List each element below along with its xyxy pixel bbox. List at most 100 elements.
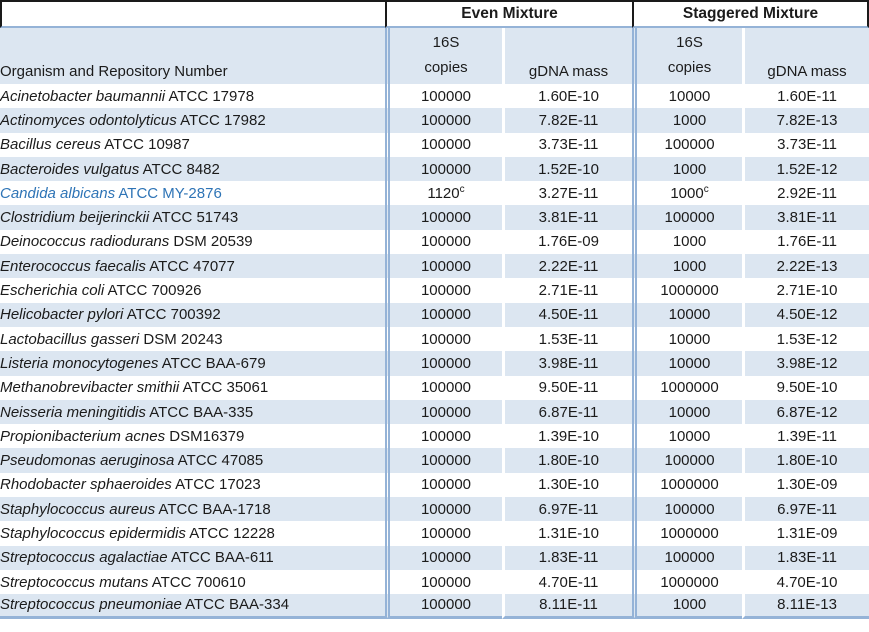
even-gdna-cell: 1.60E-10 bbox=[502, 84, 633, 109]
even-gdna-cell: 1.39E-10 bbox=[502, 424, 633, 449]
organism-repo: ATCC 17982 bbox=[176, 111, 266, 129]
even-copies-cell: 1120c bbox=[385, 181, 502, 206]
even-gdna-cell: 7.82E-11 bbox=[502, 108, 633, 133]
even-gdna-cell: 1.53E-11 bbox=[502, 326, 633, 352]
even-gdna-mass-header: gDNA mass bbox=[502, 28, 633, 84]
even-gdna-cell: 6.97E-11 bbox=[502, 497, 633, 522]
staggered-gdna-cell: 1.76E-11 bbox=[742, 229, 869, 255]
table-row: Bacteroides vulgatus ATCC 8482 100000 1.… bbox=[0, 156, 869, 182]
organism-cell: Streptococcus agalactiae ATCC BAA-611 bbox=[0, 545, 385, 570]
organism-column-header: Organism and Repository Number bbox=[0, 28, 385, 84]
staggered-gdna-cell: 6.87E-12 bbox=[742, 399, 869, 425]
staggered-gdna-cell: 7.82E-13 bbox=[742, 108, 869, 133]
even-copies-cell: 100000 bbox=[385, 375, 502, 400]
organism-repo: DSM 20243 bbox=[139, 330, 223, 348]
organism-cell: Listeria monocytogenes ATCC BAA-679 bbox=[0, 351, 385, 376]
even-gdna-cell: 4.70E-11 bbox=[502, 569, 633, 595]
organism-name: Staphylococcus epidermidis bbox=[0, 524, 186, 542]
even-copies-cell: 100000 bbox=[385, 594, 502, 619]
even-copies-cell: 100000 bbox=[385, 84, 502, 109]
staggered-copies-cell: 10000 bbox=[632, 326, 743, 352]
table-row: Enterococcus faecalis ATCC 47077 100000 … bbox=[0, 254, 869, 279]
even-copies-cell: 100000 bbox=[385, 521, 502, 546]
staggered-copies-cell: 1000 bbox=[632, 594, 743, 619]
even-copies-cell: 100000 bbox=[385, 229, 502, 255]
organism-repo: ATCC BAA-611 bbox=[167, 549, 274, 567]
table-row: Propionibacterium acnes DSM16379 100000 … bbox=[0, 424, 869, 449]
organism-repo: DSM 20539 bbox=[169, 233, 253, 251]
staggered-copies-cell: 100000 bbox=[632, 448, 743, 473]
staggered-gdna-cell: 3.73E-11 bbox=[742, 132, 869, 157]
table-row: Staphylococcus epidermidis ATCC 12228 10… bbox=[0, 521, 869, 546]
table-row: Deinococcus radiodurans DSM 20539 100000… bbox=[0, 229, 869, 255]
footnote-marker: c bbox=[459, 183, 465, 195]
table-row: Lactobacillus gasseri DSM 20243 100000 1… bbox=[0, 326, 869, 352]
even-copies-cell: 100000 bbox=[385, 254, 502, 279]
organism-name: Bacteroides vulgatus bbox=[0, 160, 140, 178]
table-row: Clostridium beijerinckii ATCC 51743 1000… bbox=[0, 205, 869, 230]
organism-repo: ATCC 700610 bbox=[148, 573, 246, 591]
staggered-gdna-cell: 3.81E-11 bbox=[742, 205, 869, 230]
organism-cell: Pseudomonas aeruginosa ATCC 47085 bbox=[0, 448, 385, 473]
even-gdna-cell: 4.50E-11 bbox=[502, 302, 633, 327]
organism-name: Methanobrevibacter smithii bbox=[0, 379, 180, 397]
staggered-copies-cell: 1000000 bbox=[632, 569, 743, 595]
even-gdna-cell: 2.22E-11 bbox=[502, 254, 633, 279]
table-row: Rhodobacter sphaeroides ATCC 17023 10000… bbox=[0, 472, 869, 498]
staggered-copies-cell: 100000 bbox=[632, 545, 743, 570]
staggered-gdna-cell: 1.30E-09 bbox=[742, 472, 869, 498]
mock-community-table: Even Mixture Staggered Mixture Organism … bbox=[0, 0, 869, 619]
even-copies-label: copies bbox=[424, 59, 468, 76]
staggered-copies-cell: 1000000 bbox=[632, 375, 743, 400]
organism-repo: ATCC 47077 bbox=[145, 257, 235, 275]
organism-repo: ATCC MY-2876 bbox=[115, 184, 222, 202]
organism-cell: Deinococcus radiodurans DSM 20539 bbox=[0, 229, 385, 255]
even-copies-cell: 100000 bbox=[385, 399, 502, 425]
even-gdna-cell: 1.31E-10 bbox=[502, 521, 633, 546]
staggered-gdna-cell: 1.31E-09 bbox=[742, 521, 869, 546]
organism-cell: Actinomyces odontolyticus ATCC 17982 bbox=[0, 108, 385, 133]
table-row: Acinetobacter baumannii ATCC 17978 10000… bbox=[0, 84, 869, 109]
organism-cell: Bacteroides vulgatus ATCC 8482 bbox=[0, 156, 385, 182]
staggered-16s-label: 16S bbox=[676, 34, 703, 51]
table-row: Neisseria meningitidis ATCC BAA-335 1000… bbox=[0, 399, 869, 425]
table-row: Methanobrevibacter smithii ATCC 35061 10… bbox=[0, 375, 869, 400]
organism-name: Clostridium beijerinckii bbox=[0, 209, 150, 227]
organism-repo: DSM16379 bbox=[165, 427, 245, 445]
group-header-row: Even Mixture Staggered Mixture bbox=[0, 0, 869, 28]
staggered-gdna-cell: 8.11E-13 bbox=[742, 594, 869, 619]
staggered-gdna-mass-header: gDNA mass bbox=[742, 28, 869, 84]
organism-cell: Streptococcus pneumoniae ATCC BAA-334 bbox=[0, 594, 385, 619]
staggered-gdna-cell: 4.50E-12 bbox=[742, 302, 869, 327]
organism-name: Deinococcus radiodurans bbox=[0, 233, 170, 251]
even-gdna-cell: 2.71E-11 bbox=[502, 278, 633, 303]
organism-cell: Neisseria meningitidis ATCC BAA-335 bbox=[0, 399, 385, 425]
organism-repo: ATCC 700926 bbox=[104, 282, 202, 300]
even-gdna-cell: 8.11E-11 bbox=[502, 594, 633, 619]
staggered-gdna-cell: 1.52E-12 bbox=[742, 156, 869, 182]
organism-name: Helicobacter pylori bbox=[0, 306, 124, 324]
organism-repo: ATCC 47085 bbox=[174, 452, 264, 470]
even-copies-cell: 100000 bbox=[385, 497, 502, 522]
table-row: Actinomyces odontolyticus ATCC 17982 100… bbox=[0, 108, 869, 133]
even-gdna-cell: 1.52E-10 bbox=[502, 156, 633, 182]
column-header-row: Organism and Repository Number 16S copie… bbox=[0, 28, 869, 84]
staggered-gdna-cell: 1.83E-11 bbox=[742, 545, 869, 570]
organism-cell: Staphylococcus epidermidis ATCC 12228 bbox=[0, 521, 385, 546]
organism-cell: Escherichia coli ATCC 700926 bbox=[0, 278, 385, 303]
even-copies-cell: 100000 bbox=[385, 351, 502, 376]
organism-name: Lactobacillus gasseri bbox=[0, 330, 140, 348]
staggered-gdna-cell: 9.50E-10 bbox=[742, 375, 869, 400]
table-row: Streptococcus pneumoniae ATCC BAA-334 10… bbox=[0, 594, 869, 619]
organism-cell: Staphylococcus aureus ATCC BAA-1718 bbox=[0, 497, 385, 522]
organism-name: Rhodobacter sphaeroides bbox=[0, 476, 172, 494]
staggered-gdna-cell: 1.60E-11 bbox=[742, 84, 869, 109]
staggered-gdna-cell: 2.71E-10 bbox=[742, 278, 869, 303]
table-body: Acinetobacter baumannii ATCC 17978 10000… bbox=[0, 84, 869, 619]
organism-cell: Helicobacter pylori ATCC 700392 bbox=[0, 302, 385, 327]
staggered-mixture-group-header: Staggered Mixture bbox=[632, 0, 869, 28]
staggered-16s-copies-header: 16S copies bbox=[632, 28, 743, 84]
even-copies-cell: 100000 bbox=[385, 545, 502, 570]
staggered-copies-cell: 1000 bbox=[632, 229, 743, 255]
